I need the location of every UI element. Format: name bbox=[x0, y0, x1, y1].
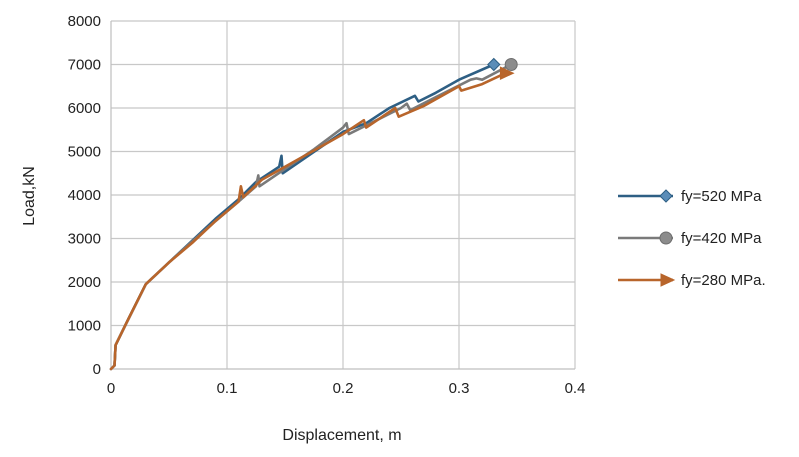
series-end-marker bbox=[504, 58, 518, 71]
legend-marker bbox=[659, 231, 673, 245]
x-tick-label: 0.4 bbox=[565, 380, 586, 397]
series-3 bbox=[109, 66, 515, 371]
series-line bbox=[109, 63, 496, 371]
legend-label: fy=520 MPa bbox=[681, 188, 762, 205]
series-line bbox=[109, 63, 513, 371]
legend-item: fy=420 MPa bbox=[618, 230, 762, 247]
plot-area bbox=[109, 57, 518, 371]
x-axis-title: Displacement, m bbox=[282, 427, 401, 444]
y-tick-label: 4000 bbox=[68, 187, 101, 204]
tick-labels: 0 0.1 0.2 0.3 0.4 0 1000 2000 3000 4000 5000 6000 70… bbox=[68, 13, 586, 397]
legend-item: fy=520 MPa bbox=[618, 188, 762, 205]
legend-marker bbox=[659, 189, 673, 203]
legend-label: fy=280 MPa. bbox=[681, 272, 766, 289]
y-tick-label: 2000 bbox=[68, 274, 101, 291]
y-tick-label: 1000 bbox=[68, 318, 101, 335]
y-tick-label: 8000 bbox=[68, 13, 101, 30]
y-tick-label: 6000 bbox=[68, 100, 101, 117]
legend-marker bbox=[660, 273, 676, 287]
series-line bbox=[109, 71, 507, 371]
series-end-marker bbox=[499, 66, 515, 80]
y-tick-label: 0 bbox=[93, 361, 101, 378]
legend: fy=520 MPa fy=420 MPa fy=280 MPa. bbox=[618, 188, 766, 289]
legend-item: fy=280 MPa. bbox=[618, 272, 766, 289]
y-tick-label: 3000 bbox=[68, 231, 101, 248]
x-tick-label: 0.1 bbox=[217, 380, 238, 397]
series-end-marker bbox=[487, 57, 501, 72]
x-tick-label: 0.2 bbox=[333, 380, 354, 397]
x-tick-label: 0 bbox=[107, 380, 115, 397]
x-tick-label: 0.3 bbox=[449, 380, 470, 397]
y-axis-title: Load,kN bbox=[21, 166, 38, 226]
legend-label: fy=420 MPa bbox=[681, 230, 762, 247]
axes bbox=[110, 21, 575, 370]
y-tick-label: 5000 bbox=[68, 144, 101, 161]
series-2 bbox=[109, 58, 518, 371]
y-tick-label: 7000 bbox=[68, 57, 101, 74]
series-1 bbox=[109, 57, 501, 371]
